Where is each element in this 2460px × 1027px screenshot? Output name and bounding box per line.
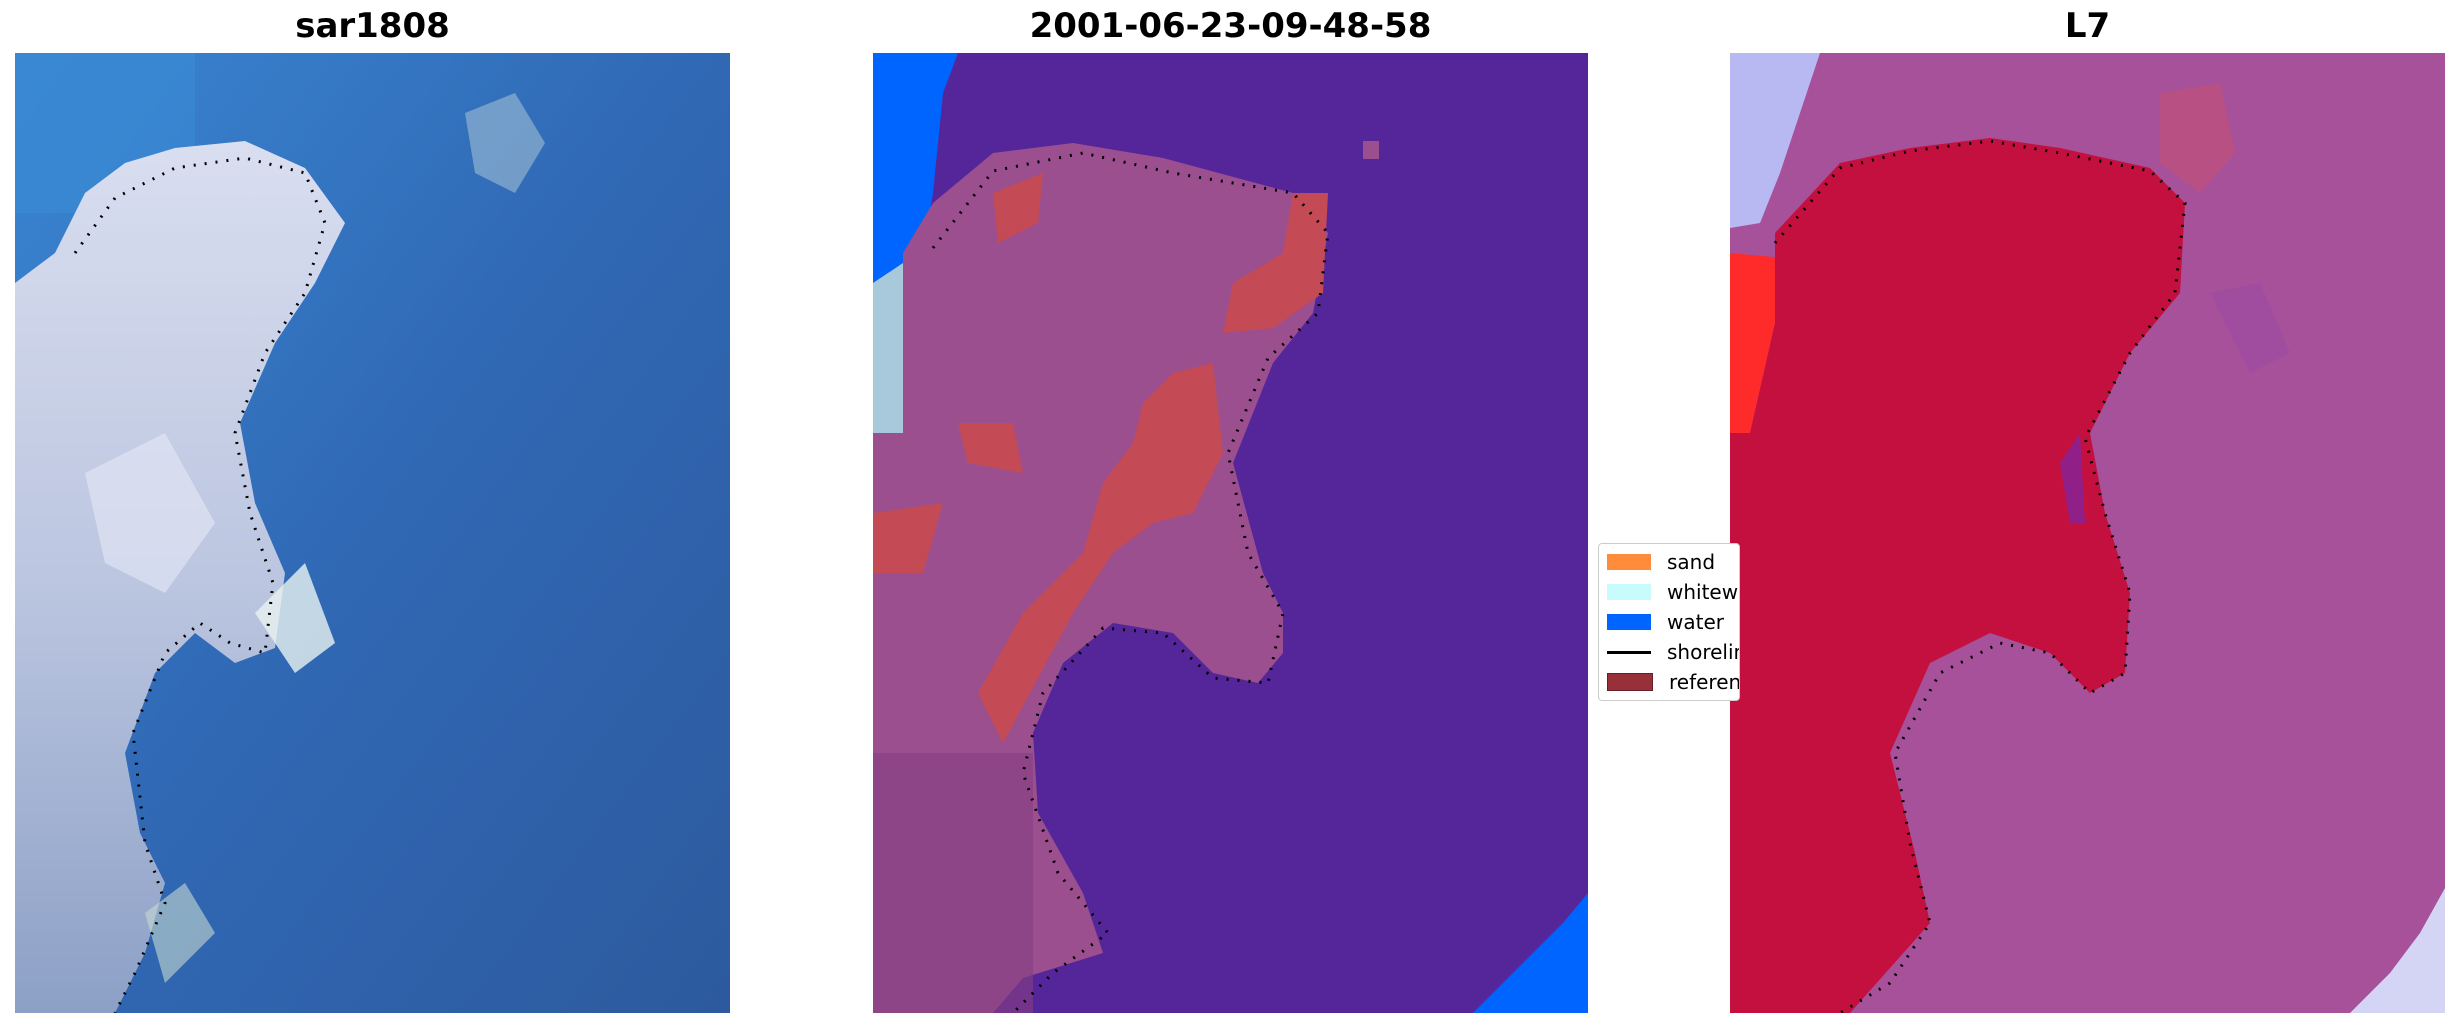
classification-panel xyxy=(873,53,1588,1013)
legend-item-sand: sand xyxy=(1607,548,1715,576)
panel-title-classification: 2001-06-23-09-48-58 xyxy=(1029,6,1432,46)
rgb-image xyxy=(15,53,730,1013)
legend-label-sand: sand xyxy=(1667,550,1716,574)
rgb-image-panel xyxy=(15,53,730,1013)
legend-label-whitewater: whitewater xyxy=(1667,580,1739,604)
legend-label-reference: reference xyxy=(1669,670,1740,694)
index-image xyxy=(1730,53,2445,1013)
index-panel xyxy=(1730,53,2445,1013)
index-shoreline xyxy=(1773,139,2187,1013)
class-water-patch xyxy=(873,53,958,283)
classification-image xyxy=(873,53,1588,1013)
legend-item-whitewater: whitewater xyxy=(1607,578,1739,606)
legend-swatch-water xyxy=(1607,614,1651,630)
legend-item-water: water xyxy=(1607,608,1724,636)
legend-label-shoreline: shoreline xyxy=(1667,640,1739,664)
legend-item-reference: reference xyxy=(1607,668,1740,696)
legend-swatch-whitewater xyxy=(1607,584,1651,600)
legend-swatch-reference xyxy=(1607,673,1653,691)
legend-swatch-shoreline xyxy=(1607,650,1651,654)
legend-item-shoreline: shoreline xyxy=(1607,638,1739,666)
panel-title-rgb: sar1808 xyxy=(295,6,450,46)
rgb-land-mass xyxy=(15,141,345,1013)
legend: sand whitewater water shoreline referenc… xyxy=(1598,543,1740,701)
index-land-mass xyxy=(1730,138,2185,1013)
legend-label-water: water xyxy=(1667,610,1724,634)
legend-swatch-sand xyxy=(1607,554,1651,570)
panel-title-index: L7 xyxy=(2064,6,2111,46)
